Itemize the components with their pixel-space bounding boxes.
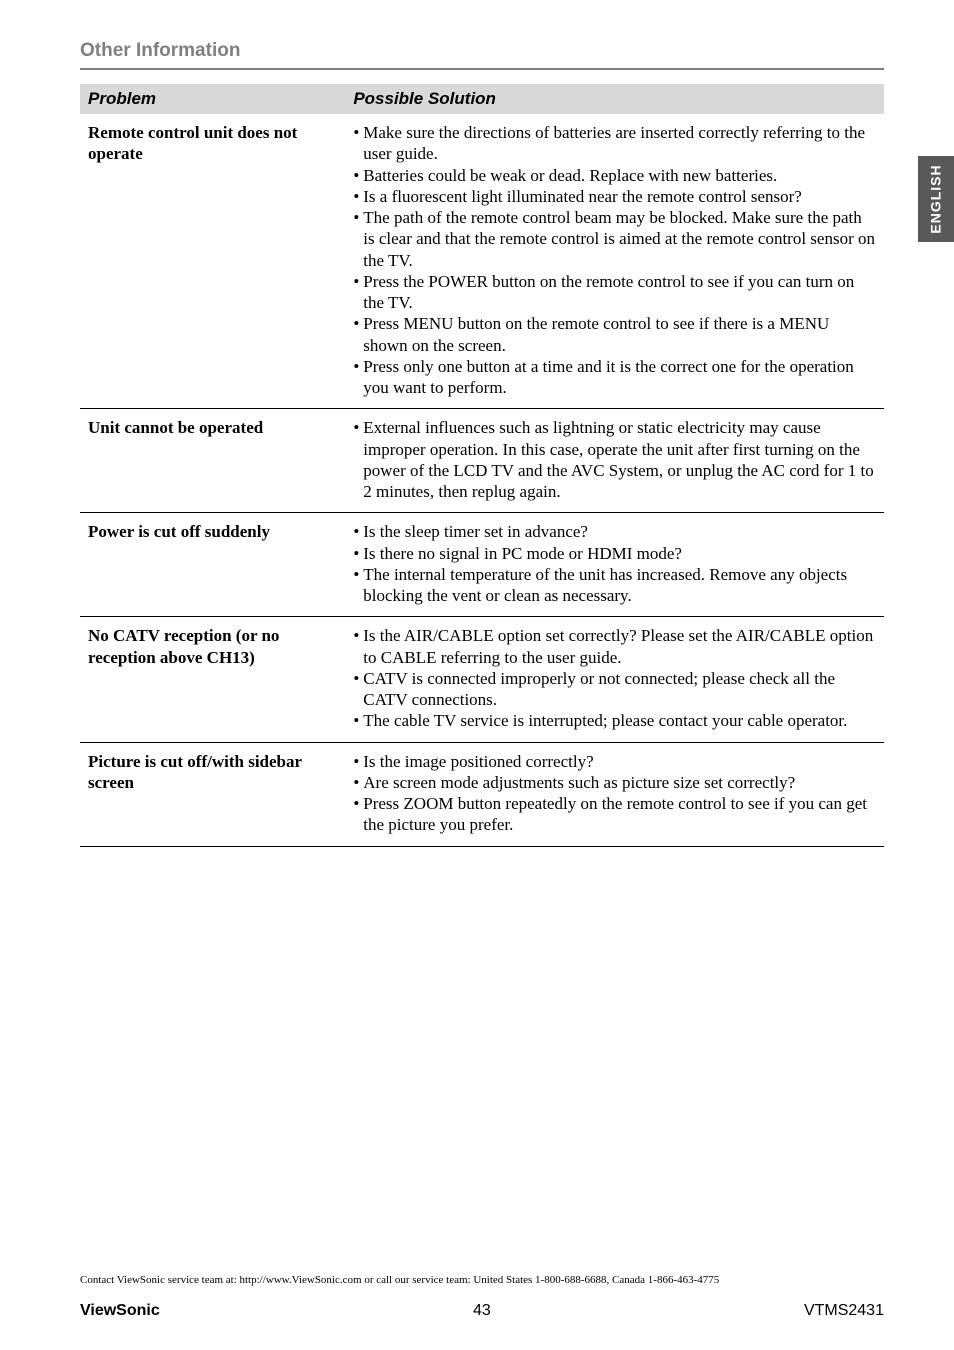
problem-cell: No CATV reception (or no reception above… <box>80 617 345 742</box>
bullet-text: Is the image positioned correctly? <box>363 751 876 772</box>
solution-cell: • Is the sleep timer set in advance?• Is… <box>345 513 884 617</box>
bullet-dot: • <box>353 751 359 772</box>
solution-cell: • Is the image positioned correctly?• Ar… <box>345 742 884 846</box>
bullet-dot: • <box>353 668 359 711</box>
bullet-dot: • <box>353 564 359 607</box>
bullet-dot: • <box>353 625 359 668</box>
bullet-text: Is a fluorescent light illuminated near … <box>363 186 876 207</box>
header-problem: Problem <box>80 84 345 114</box>
problem-cell: Unit cannot be operated <box>80 409 345 513</box>
bullet-text: Press the POWER button on the remote con… <box>363 271 876 314</box>
table-row: Remote control unit does not operate• Ma… <box>80 114 884 409</box>
bullet-item: • The internal temperature of the unit h… <box>353 564 876 607</box>
bullet-dot: • <box>353 122 359 165</box>
bullet-dot: • <box>353 186 359 207</box>
solution-cell: • Is the AIR/CABLE option set correctly?… <box>345 617 884 742</box>
section-title: Other Information <box>80 40 884 62</box>
bullet-item: • Is the AIR/CABLE option set correctly?… <box>353 625 876 668</box>
bullet-dot: • <box>353 271 359 314</box>
bullet-item: • Is there no signal in PC mode or HDMI … <box>353 543 876 564</box>
solution-cell: • Make sure the directions of batteries … <box>345 114 884 409</box>
bullet-text: Is the sleep timer set in advance? <box>363 521 876 542</box>
footer-brand: ViewSonic <box>80 1302 160 1320</box>
bullet-item: • CATV is connected improperly or not co… <box>353 668 876 711</box>
bullet-dot: • <box>353 772 359 793</box>
bullet-text: Press only one button at a time and it i… <box>363 356 876 399</box>
problem-cell: Remote control unit does not operate <box>80 114 345 409</box>
bullet-text: Is the AIR/CABLE option set correctly? P… <box>363 625 876 668</box>
bullet-text: The internal temperature of the unit has… <box>363 564 876 607</box>
bullet-item: • Press MENU button on the remote contro… <box>353 313 876 356</box>
header-solution: Possible Solution <box>345 84 884 114</box>
solution-cell: • External influences such as lightning … <box>345 409 884 513</box>
bullet-item: • The path of the remote control beam ma… <box>353 207 876 271</box>
language-tab-label: ENGLISH <box>928 164 944 233</box>
bullet-text: Press ZOOM button repeatedly on the remo… <box>363 793 876 836</box>
table-row: Power is cut off suddenly• Is the sleep … <box>80 513 884 617</box>
bullet-dot: • <box>353 417 359 502</box>
troubleshooting-table: Problem Possible Solution Remote control… <box>80 84 884 847</box>
contact-line: Contact ViewSonic service team at: http:… <box>80 1274 884 1286</box>
bullet-dot: • <box>353 207 359 271</box>
bullet-item: • External influences such as lightning … <box>353 417 876 502</box>
page-footer: ViewSonic 43 VTMS2431 <box>80 1302 884 1320</box>
bullet-text: External influences such as lightning or… <box>363 417 876 502</box>
bullet-text: Is there no signal in PC mode or HDMI mo… <box>363 543 876 564</box>
bullet-text: The cable TV service is interrupted; ple… <box>363 710 876 731</box>
bullet-text: Are screen mode adjustments such as pict… <box>363 772 876 793</box>
bullet-text: Make sure the directions of batteries ar… <box>363 122 876 165</box>
bullet-dot: • <box>353 543 359 564</box>
bullet-dot: • <box>353 521 359 542</box>
bullet-text: CATV is connected improperly or not conn… <box>363 668 876 711</box>
bullet-item: • Press only one button at a time and it… <box>353 356 876 399</box>
bullet-item: • Is the image positioned correctly? <box>353 751 876 772</box>
bullet-item: • Is a fluorescent light illuminated nea… <box>353 186 876 207</box>
bullet-item: • Make sure the directions of batteries … <box>353 122 876 165</box>
problem-cell: Picture is cut off/with sidebar screen <box>80 742 345 846</box>
table-row: Picture is cut off/with sidebar screen• … <box>80 742 884 846</box>
table-header-row: Problem Possible Solution <box>80 84 884 114</box>
bullet-item: • The cable TV service is interrupted; p… <box>353 710 876 731</box>
bullet-dot: • <box>353 356 359 399</box>
bullet-item: • Is the sleep timer set in advance? <box>353 521 876 542</box>
bullet-item: • Press ZOOM button repeatedly on the re… <box>353 793 876 836</box>
bullet-item: • Batteries could be weak or dead. Repla… <box>353 165 876 186</box>
table-row: No CATV reception (or no reception above… <box>80 617 884 742</box>
language-tab: ENGLISH <box>918 156 954 242</box>
footer-model: VTMS2431 <box>804 1302 884 1320</box>
bullet-dot: • <box>353 165 359 186</box>
problem-cell: Power is cut off suddenly <box>80 513 345 617</box>
bullet-item: • Are screen mode adjustments such as pi… <box>353 772 876 793</box>
bullet-dot: • <box>353 710 359 731</box>
table-row: Unit cannot be operated• External influe… <box>80 409 884 513</box>
bullet-item: • Press the POWER button on the remote c… <box>353 271 876 314</box>
bullet-text: Batteries could be weak or dead. Replace… <box>363 165 876 186</box>
bullet-dot: • <box>353 313 359 356</box>
bullet-text: Press MENU button on the remote control … <box>363 313 876 356</box>
bullet-text: The path of the remote control beam may … <box>363 207 876 271</box>
bullet-dot: • <box>353 793 359 836</box>
section-title-rule <box>80 68 884 70</box>
footer-page-number: 43 <box>473 1302 491 1320</box>
